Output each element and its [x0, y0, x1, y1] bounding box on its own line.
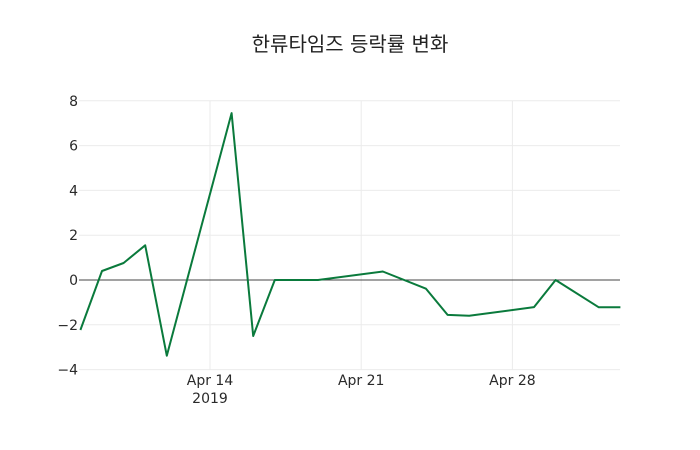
chart-title: 한류타임즈 등락률 변화: [251, 32, 449, 56]
x-tick-label: Apr 14: [187, 373, 234, 389]
y-axis: −4 −2 0 2 4 6 8: [57, 94, 78, 379]
y-tick-label: 4: [69, 183, 78, 199]
y-tick-label: −2: [57, 318, 78, 334]
x-axis: Apr 14 2019 Apr 21 Apr 28: [187, 373, 536, 407]
x-tick-label: Apr 28: [489, 373, 535, 389]
series-line: [79, 112, 621, 357]
y-tick-label: 2: [69, 228, 78, 244]
x-tick-label: Apr 21: [338, 373, 384, 389]
y-tick-label: 0: [69, 273, 78, 289]
gridlines: [79, 100, 620, 371]
x-year-label: 2019: [192, 391, 228, 407]
y-tick-label: −4: [57, 363, 78, 379]
y-tick-label: 8: [69, 94, 78, 110]
y-tick-label: 6: [69, 139, 78, 155]
